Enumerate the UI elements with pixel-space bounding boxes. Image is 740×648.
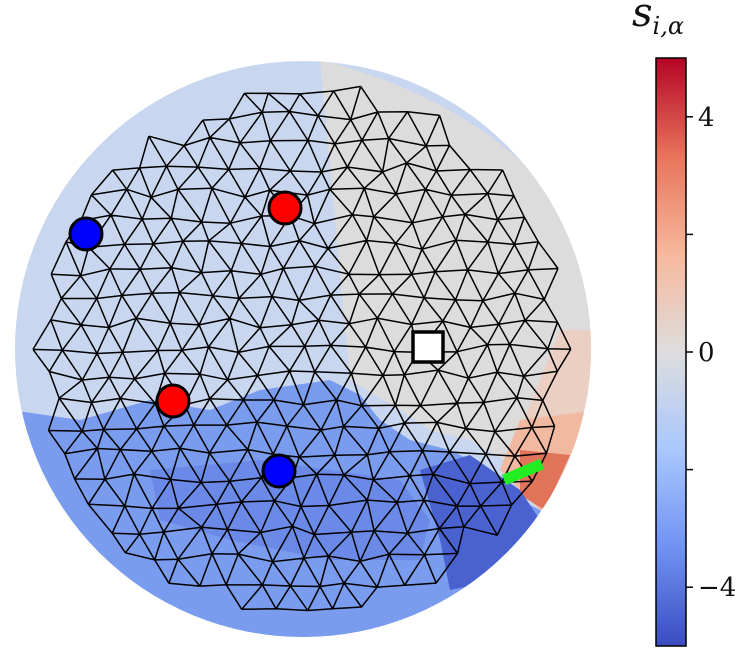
green-segment [501,458,545,486]
colorbar-title: si,α [632,0,684,40]
red-marker-top [267,190,303,226]
blue-marker-left [68,216,104,252]
mesh-edges [32,85,572,612]
field-background [15,61,591,637]
blue-marker-bottom [261,453,297,489]
colorbar: 4 0 −4 si,α [632,0,736,647]
triangular-mesh [32,85,572,612]
colorbar-ticks: 4 0 −4 [686,103,736,603]
colorbar-tick-label: 4 [698,103,715,133]
white-square-marker [411,330,445,364]
red-marker-left [155,383,191,419]
colorbar-gradient [655,57,687,647]
mid-blue-region [150,460,430,560]
colorbar-tick-label: −4 [698,573,736,603]
grey-region [320,61,591,470]
colorbar-tick-label: 0 [698,338,715,368]
